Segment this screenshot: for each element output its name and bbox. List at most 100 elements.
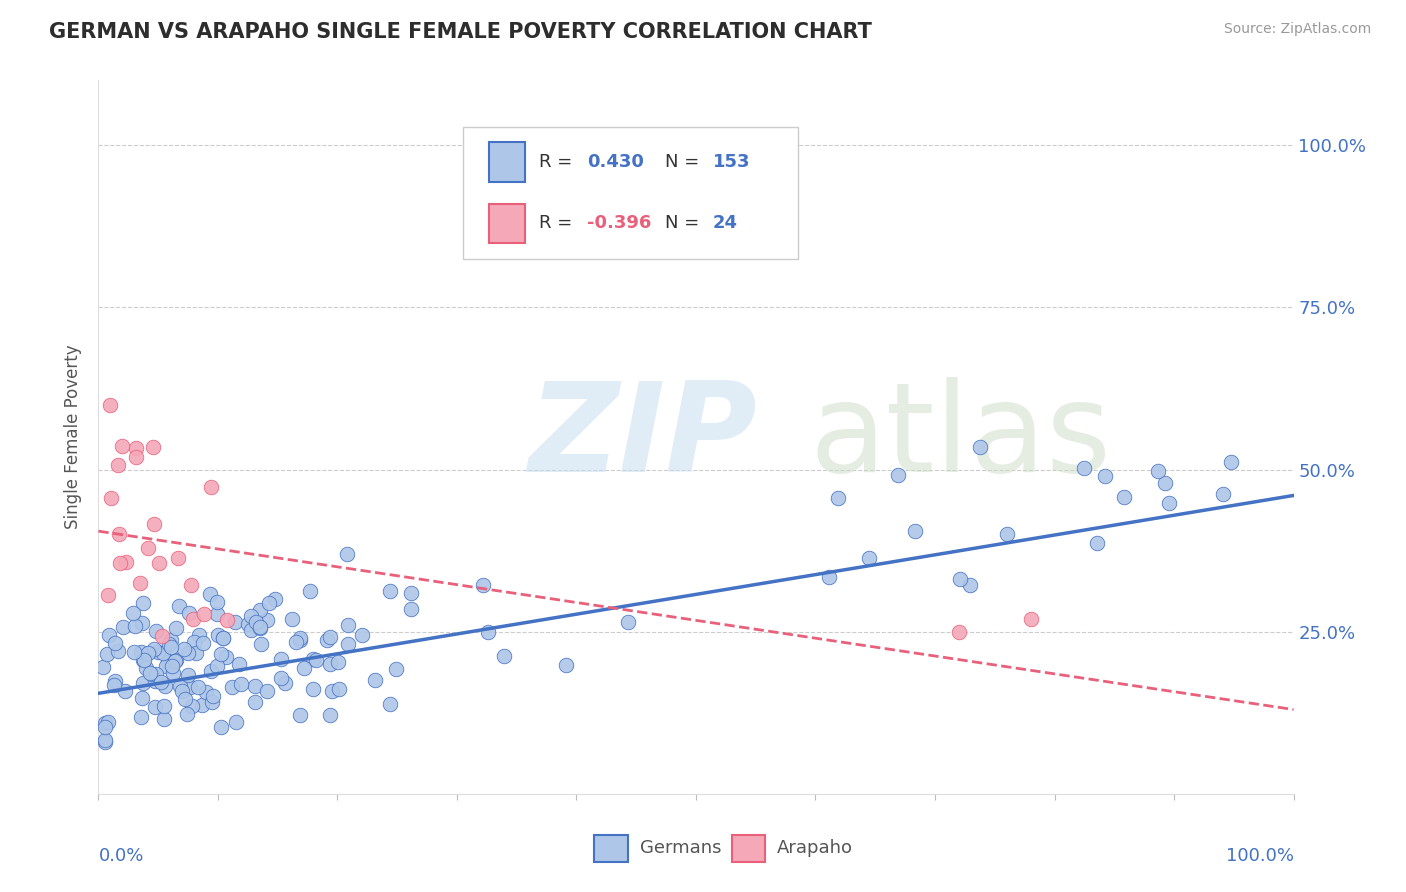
Point — [969, 440, 991, 454]
Point — [352, 628, 374, 642]
Point — [319, 657, 342, 671]
Point — [183, 635, 205, 649]
Point — [281, 612, 304, 626]
Point — [155, 659, 177, 673]
Point — [239, 623, 262, 637]
Point — [249, 637, 271, 651]
Point — [96, 715, 118, 730]
Point — [1154, 476, 1177, 491]
Text: 0.0%: 0.0% — [98, 847, 143, 865]
Point — [124, 619, 146, 633]
Point — [399, 586, 422, 600]
Point — [305, 652, 328, 666]
Point — [302, 681, 325, 696]
Point — [115, 555, 138, 569]
Point — [858, 550, 880, 565]
Point — [270, 671, 292, 685]
FancyBboxPatch shape — [489, 203, 524, 243]
Point — [153, 679, 176, 693]
Point — [209, 648, 232, 662]
Point — [167, 599, 190, 614]
Point — [107, 644, 129, 658]
Point — [157, 637, 180, 651]
Point — [1112, 490, 1135, 504]
Point — [256, 684, 278, 698]
Point — [180, 578, 202, 592]
Point — [887, 467, 910, 482]
Point — [1019, 612, 1042, 626]
Point — [207, 607, 229, 621]
Point — [245, 615, 267, 629]
Point — [997, 526, 1019, 541]
Point — [107, 458, 129, 473]
Point — [299, 584, 322, 599]
Point — [198, 587, 221, 601]
Point — [94, 732, 117, 747]
Point — [96, 588, 118, 602]
Point — [145, 666, 167, 681]
Point — [249, 603, 271, 617]
Point — [904, 524, 927, 538]
Point — [378, 584, 401, 599]
Point — [128, 575, 150, 590]
Point — [122, 606, 145, 620]
Point — [1146, 464, 1168, 478]
Point — [191, 636, 214, 650]
Point — [143, 673, 166, 688]
Point — [103, 678, 125, 692]
Point — [190, 698, 212, 713]
Point — [145, 624, 167, 638]
Text: Germans: Germans — [640, 839, 721, 857]
Point — [179, 606, 201, 620]
Point — [326, 656, 349, 670]
Point — [135, 661, 157, 675]
Point — [337, 618, 360, 632]
Text: 153: 153 — [713, 153, 751, 171]
Point — [146, 645, 169, 659]
Point — [245, 695, 267, 709]
Text: N =: N = — [665, 153, 704, 171]
Point — [184, 647, 207, 661]
Point — [1073, 461, 1095, 475]
Point — [94, 720, 117, 734]
Point — [205, 595, 228, 609]
Text: Arapaho: Arapaho — [778, 839, 853, 857]
Point — [288, 631, 311, 645]
Point — [152, 646, 174, 660]
Point — [183, 612, 205, 626]
Point — [91, 660, 114, 674]
Point — [249, 621, 271, 635]
Point — [108, 527, 131, 541]
Point — [477, 625, 499, 640]
Point — [319, 630, 342, 644]
Point — [142, 440, 165, 454]
Point — [215, 613, 238, 627]
Point — [122, 644, 145, 658]
Text: GERMAN VS ARAPAHO SINGLE FEMALE POVERTY CORRELATION CHART: GERMAN VS ARAPAHO SINGLE FEMALE POVERTY … — [49, 22, 872, 42]
Point — [111, 620, 134, 634]
Point — [153, 699, 176, 714]
Point — [169, 679, 191, 693]
Point — [165, 653, 187, 667]
Point — [200, 664, 222, 678]
Point — [1220, 455, 1243, 469]
FancyBboxPatch shape — [595, 835, 628, 862]
Point — [136, 647, 159, 661]
Point — [173, 642, 195, 657]
Point — [94, 735, 117, 749]
Point — [153, 712, 176, 726]
Point — [948, 624, 970, 639]
FancyBboxPatch shape — [733, 835, 765, 862]
Point — [104, 636, 127, 650]
Point — [336, 637, 359, 651]
Point — [240, 609, 263, 624]
Point — [187, 628, 209, 642]
Point — [142, 642, 165, 657]
Point — [284, 635, 307, 649]
Point — [193, 607, 215, 621]
Point — [288, 708, 311, 723]
Point — [179, 680, 201, 694]
Text: R =: R = — [540, 153, 578, 171]
Point — [177, 646, 200, 660]
Point — [125, 450, 148, 464]
